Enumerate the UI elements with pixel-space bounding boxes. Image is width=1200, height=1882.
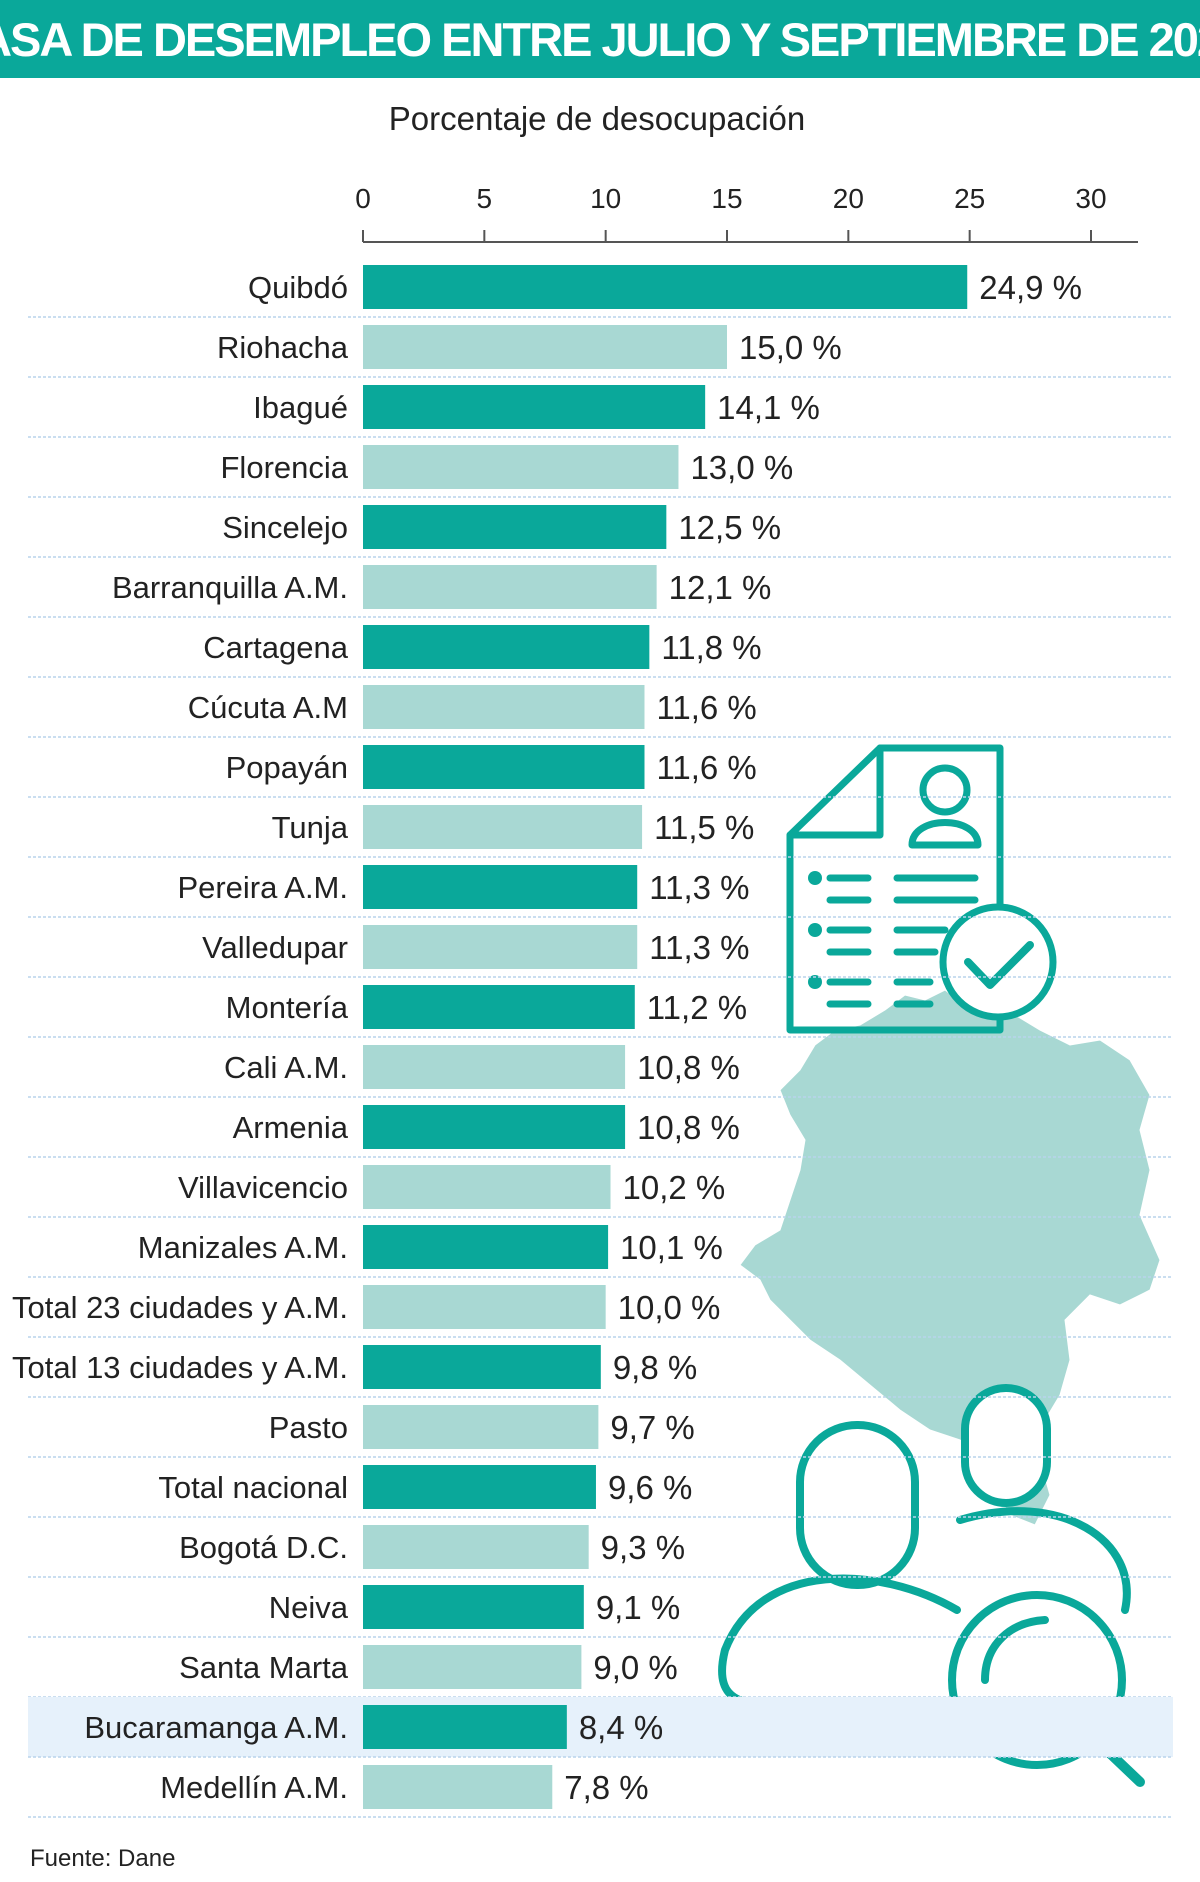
- bar: [363, 1405, 599, 1449]
- value-label: 9,6 %: [608, 1469, 692, 1506]
- value-label: 10,8 %: [637, 1109, 740, 1146]
- x-tick-label: 10: [590, 183, 621, 214]
- category-label: Sincelejo: [222, 510, 348, 545]
- x-axis: 0 5 10 15 20 25 30: [355, 183, 1138, 243]
- value-label: 10,2 %: [623, 1169, 726, 1206]
- bar: [363, 1045, 626, 1089]
- category-label: Ibagué: [253, 390, 348, 425]
- bar: [363, 505, 667, 549]
- x-tick-label: 5: [477, 183, 493, 214]
- category-label: Villavicencio: [178, 1170, 348, 1205]
- bar: [363, 1705, 567, 1749]
- bar: [363, 445, 679, 489]
- value-label: 11,5 %: [654, 809, 754, 846]
- x-tick-label: 15: [711, 183, 742, 214]
- bar: [363, 1345, 601, 1389]
- category-label: Bogotá D.C.: [179, 1530, 348, 1565]
- category-label: Santa Marta: [179, 1650, 349, 1685]
- category-label: Total 13 ciudades y A.M.: [12, 1350, 348, 1385]
- value-label: 9,8 %: [613, 1349, 697, 1386]
- bar: [363, 805, 643, 849]
- value-label: 12,5 %: [678, 509, 781, 546]
- bar: [363, 865, 638, 909]
- bar: [363, 1105, 626, 1149]
- category-label: Popayán: [226, 750, 348, 785]
- value-label: 10,0 %: [618, 1289, 721, 1326]
- row-backgrounds: [28, 316, 1173, 1818]
- value-label: 24,9 %: [979, 269, 1082, 306]
- value-label: 11,3 %: [649, 929, 749, 966]
- category-label: Neiva: [269, 1590, 349, 1625]
- bar: [363, 1165, 611, 1209]
- value-label: 13,0 %: [690, 449, 793, 486]
- x-tick-label: 25: [954, 183, 985, 214]
- value-label: 9,1 %: [596, 1589, 680, 1626]
- category-label: Barranquilla A.M.: [112, 570, 348, 605]
- value-label: 14,1 %: [717, 389, 820, 426]
- value-label: 8,4 %: [579, 1709, 663, 1746]
- bar: [363, 1225, 609, 1269]
- category-label: Medellín A.M.: [160, 1770, 348, 1805]
- x-tick-label: 0: [355, 183, 371, 214]
- source-note: Fuente: Dane: [30, 1845, 176, 1872]
- value-label: 12,1 %: [669, 569, 772, 606]
- category-label: Total nacional: [158, 1470, 348, 1505]
- x-tick-label: 30: [1075, 183, 1106, 214]
- value-label: 9,7 %: [610, 1409, 694, 1446]
- x-axis-label: Porcentaje de desocupación: [388, 100, 806, 137]
- bars: [363, 265, 968, 1809]
- bar: [363, 265, 968, 309]
- category-label: Bucaramanga A.M.: [84, 1710, 348, 1745]
- bar: [363, 1465, 596, 1509]
- bar: [363, 325, 727, 369]
- value-label: 15,0 %: [739, 329, 842, 366]
- bar: [363, 625, 650, 669]
- value-label: 11,3 %: [649, 869, 749, 906]
- category-label: Total 23 ciudades y A.M.: [12, 1290, 348, 1325]
- bar: [363, 385, 706, 429]
- value-label: 11,2 %: [647, 989, 747, 1026]
- category-label: Pasto: [269, 1410, 348, 1445]
- category-label: Cali A.M.: [224, 1050, 348, 1085]
- category-label: Pereira A.M.: [177, 870, 348, 905]
- bar: [363, 1765, 553, 1809]
- value-label: 7,8 %: [564, 1769, 648, 1806]
- category-label: Armenia: [233, 1110, 349, 1145]
- value-label: 11,8 %: [661, 629, 761, 666]
- chart-title: TASA DE DESEMPLEO ENTRE JULIO Y SEPTIEMB…: [0, 12, 1200, 66]
- value-label: 9,0 %: [593, 1649, 677, 1686]
- bar: [363, 1525, 589, 1569]
- value-label: 10,1 %: [620, 1229, 723, 1266]
- value-label: 9,3 %: [601, 1529, 685, 1566]
- category-label: Tunja: [272, 810, 349, 845]
- category-labels: Quibdó Riohacha Ibagué Florencia Sincelejo Ba…: [12, 270, 349, 1805]
- category-label: Montería: [226, 990, 349, 1025]
- category-label: Quibdó: [248, 270, 348, 305]
- value-label: 11,6 %: [656, 689, 756, 726]
- bar: [363, 565, 657, 609]
- x-tick-label: 20: [833, 183, 864, 214]
- category-label: Florencia: [221, 450, 349, 485]
- bar: [363, 1645, 582, 1689]
- bar: [363, 1285, 606, 1329]
- bar: [363, 685, 645, 729]
- value-label: 11,6 %: [656, 749, 756, 786]
- category-label: Riohacha: [217, 330, 349, 365]
- highlight-row: [28, 1697, 1173, 1757]
- bar: [363, 745, 645, 789]
- title-bar: TASA DE DESEMPLEO ENTRE JULIO Y SEPTIEMB…: [0, 0, 1200, 78]
- bar: [363, 985, 635, 1029]
- category-label: Cartagena: [203, 630, 349, 665]
- value-label: 10,8 %: [637, 1049, 740, 1086]
- category-label: Manizales A.M.: [138, 1230, 348, 1265]
- category-label: Cúcuta A.M: [188, 690, 348, 725]
- bar: [363, 1585, 584, 1629]
- value-labels: 24,9 % 15,0 % 14,1 % 13,0 % 12,5 % 12,1 % 11,8…: [564, 269, 1082, 1806]
- bar: [363, 925, 638, 969]
- category-label: Valledupar: [202, 930, 348, 965]
